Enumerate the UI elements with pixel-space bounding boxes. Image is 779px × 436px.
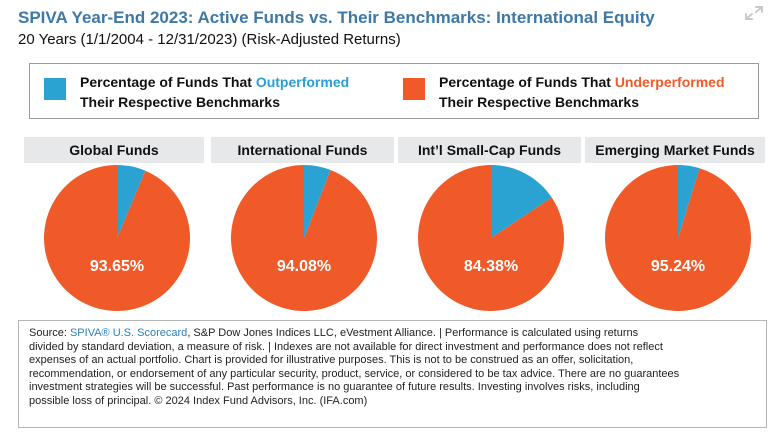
pie-label-global-funds: 93.65%	[90, 258, 144, 275]
legend: Percentage of Funds That Outperformed Th…	[29, 63, 759, 119]
panel-title-emerging-market-funds: Emerging Market Funds	[585, 137, 765, 163]
legend-label-outperformed: Percentage of Funds That Outperformed Th…	[80, 74, 350, 110]
panel-title-international-funds: International Funds	[211, 137, 394, 163]
legend-item-outperformed: Percentage of Funds That Outperformed Th…	[44, 72, 349, 112]
source-link[interactable]: SPIVA® U.S. Scorecard	[69, 327, 188, 339]
pie-slice-outperformed-global-funds	[117, 165, 146, 238]
pie-slice-outperformed-international-funds	[304, 165, 331, 238]
pie-label-emerging-market-funds: 95.24%	[651, 258, 705, 275]
pie-charts: 93.65% 94.08% 84.38% 95.24%	[44, 165, 751, 311]
expand-icon[interactable]	[743, 4, 765, 22]
page-title: SPIVA Year-End 2023: Active Funds vs. Th…	[18, 8, 655, 27]
panel-title-global-funds: Global Funds	[24, 137, 204, 163]
pie-label-international-funds: 94.08%	[277, 258, 331, 275]
source-footnote: Source: SPIVA® U.S. Scorecard, S&P Dow J…	[18, 320, 767, 428]
pie-slice-underperformed-global-funds	[44, 165, 191, 311]
pie-slice-underperformed-international-funds	[230, 165, 377, 311]
panel-title-intl-small-cap-funds: Int’l Small-Cap Funds	[398, 137, 581, 163]
pie-slice-outperformed-int-l-small-cap-funds	[491, 165, 552, 238]
legend-item-underperformed: Percentage of Funds That Underperformed …	[403, 72, 725, 112]
legend-label-underperformed: Percentage of Funds That Underperformed …	[439, 74, 725, 110]
legend-swatch-outperformed	[44, 78, 66, 100]
legend-swatch-underperformed	[403, 78, 425, 100]
pie-slice-outperformed-emerging-market-funds	[678, 165, 700, 238]
page-subtitle: 20 Years (1/1/2004 - 12/31/2023) (Risk-A…	[18, 31, 401, 48]
pie-label-int-l-small-cap-funds: 84.38%	[464, 258, 518, 275]
